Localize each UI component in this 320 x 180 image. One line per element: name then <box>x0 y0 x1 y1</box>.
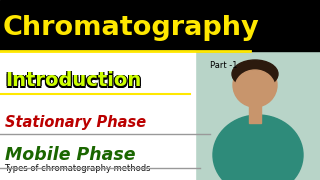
Bar <box>0 51 195 180</box>
Ellipse shape <box>235 70 275 106</box>
Text: Introduction: Introduction <box>6 71 142 89</box>
Circle shape <box>233 63 277 107</box>
Text: Introduction: Introduction <box>5 73 141 91</box>
Bar <box>249 103 261 123</box>
Text: Introduction: Introduction <box>4 73 140 91</box>
Text: Types of chromatography methods: Types of chromatography methods <box>4 164 150 173</box>
Text: Introduction: Introduction <box>5 71 141 89</box>
Bar <box>195 51 320 180</box>
Ellipse shape <box>213 115 303 180</box>
Ellipse shape <box>232 60 278 88</box>
Text: Introduction: Introduction <box>4 71 140 91</box>
Text: Part -1: Part -1 <box>210 61 237 70</box>
Bar <box>0 0 320 51</box>
Text: Introduction: Introduction <box>6 71 142 91</box>
Text: Introduction: Introduction <box>5 71 141 91</box>
Text: Mobile Phase: Mobile Phase <box>5 146 135 164</box>
Text: Stationary Phase: Stationary Phase <box>5 116 146 130</box>
Text: Introduction: Introduction <box>4 71 140 89</box>
Text: Introduction: Introduction <box>6 73 142 91</box>
Text: Chromatography: Chromatography <box>3 15 260 40</box>
